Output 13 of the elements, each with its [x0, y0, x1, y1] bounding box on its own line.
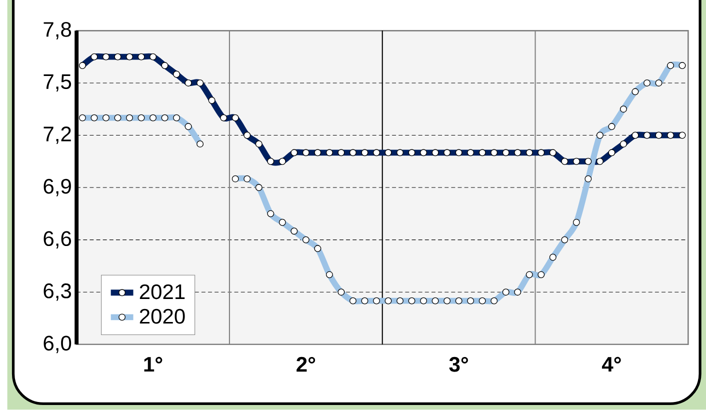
- y-tick-label: 6,9: [44, 179, 71, 196]
- legend-label: 2020: [140, 309, 185, 324]
- x-tick-label: 4°: [602, 357, 621, 372]
- y-tick-label: 7,8: [44, 22, 72, 40]
- y-tick-label: 6,3: [44, 284, 71, 301]
- y-tick-label: 7,5: [44, 74, 72, 92]
- y-tick-label: 7,2: [44, 126, 71, 144]
- y-tick-label: 6,6: [44, 231, 71, 249]
- x-tick-label: 2°: [296, 357, 316, 372]
- y-tick-label: 6,0: [44, 336, 72, 354]
- x-tick-label: 1°: [144, 357, 162, 372]
- legend-label: 2021: [140, 284, 185, 300]
- x-tick-label: 3°: [449, 357, 468, 372]
